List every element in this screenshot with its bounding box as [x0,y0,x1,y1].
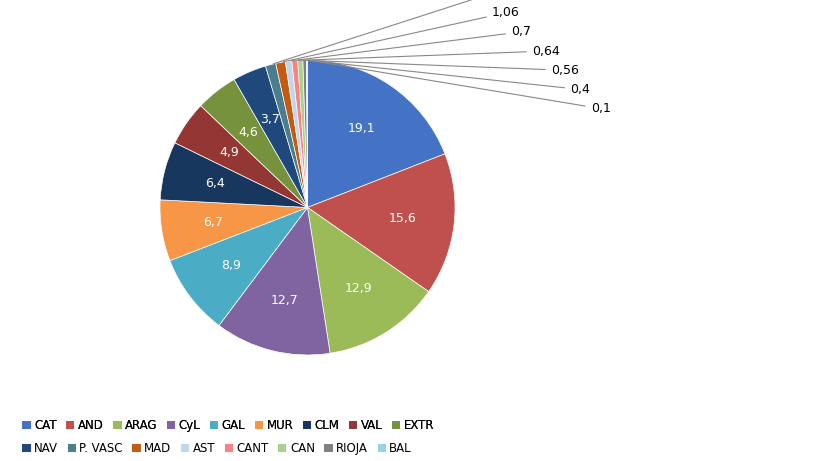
Legend: CAT, AND, ARAG, CyL, GAL, MUR, CLM, VAL, EXTR: CAT, AND, ARAG, CyL, GAL, MUR, CLM, VAL,… [22,419,434,432]
Wedge shape [297,60,307,207]
Text: 4,9: 4,9 [219,146,238,159]
Text: 4,6: 4,6 [238,125,258,138]
Text: 3,7: 3,7 [260,113,279,126]
Wedge shape [160,143,307,207]
Text: 15,6: 15,6 [388,212,416,225]
Text: 0,7: 0,7 [291,25,531,61]
Legend: NAV, P. VASC, MAD, AST, CANT, CAN, RIOJA, BAL: NAV, P. VASC, MAD, AST, CANT, CAN, RIOJA… [22,442,411,455]
Wedge shape [201,79,307,207]
Wedge shape [219,207,330,355]
Text: 12,7: 12,7 [270,294,298,307]
Wedge shape [160,200,307,260]
Text: 0,64: 0,64 [297,45,559,60]
Text: 1,06: 1,06 [283,6,519,62]
Text: 6,4: 6,4 [205,177,224,190]
Text: 6,7: 6,7 [202,216,223,229]
Text: 19,1: 19,1 [347,122,375,135]
Wedge shape [302,60,307,207]
Wedge shape [233,66,307,207]
Text: 1,14: 1,14 [273,0,505,64]
Text: 0,4: 0,4 [307,60,589,96]
Wedge shape [306,60,307,207]
Wedge shape [174,106,307,207]
Wedge shape [307,154,455,292]
Text: 0,1: 0,1 [310,60,610,115]
Wedge shape [170,207,307,325]
Wedge shape [275,62,307,207]
Wedge shape [292,60,307,207]
Wedge shape [265,64,307,207]
Text: 8,9: 8,9 [221,259,241,272]
Text: 12,9: 12,9 [344,282,372,295]
Wedge shape [307,60,445,207]
Text: 0,56: 0,56 [303,60,578,77]
Wedge shape [285,61,307,207]
Wedge shape [307,207,428,353]
